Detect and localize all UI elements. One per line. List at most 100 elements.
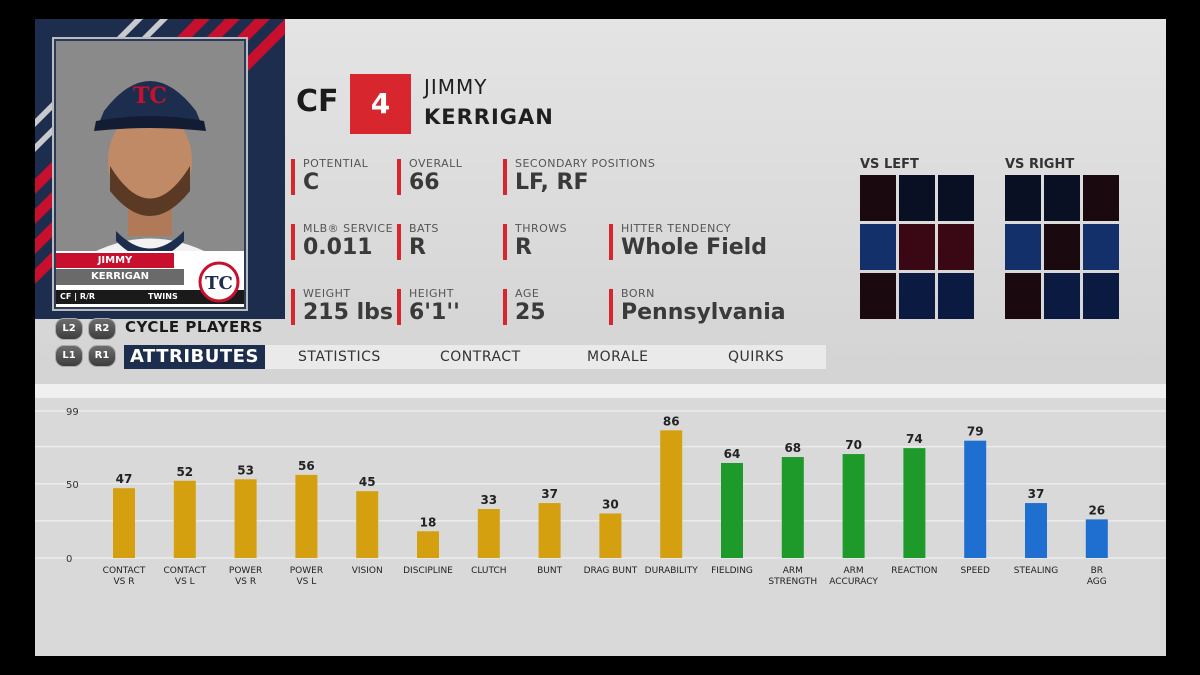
vs-right-zone-7 <box>1005 273 1041 319</box>
tab-morale[interactable]: MORALE <box>587 349 649 365</box>
category-label: POWER <box>290 566 323 576</box>
l2-button[interactable]: L2 <box>55 318 83 340</box>
nameplate-first-name: JIMMY <box>56 253 174 268</box>
bar-value-label: 45 <box>359 475 376 489</box>
hot-zone-grid-vs-left <box>860 175 974 319</box>
vs-right-zone-2 <box>1044 175 1080 221</box>
bar-value-label: 18 <box>420 515 437 529</box>
bar-value-label: 52 <box>176 465 193 479</box>
bar-value-label: 70 <box>845 438 862 452</box>
bar-value-label: 86 <box>663 414 680 428</box>
stat-height: HEIGHT 6'1'' <box>397 287 460 325</box>
bar-15 <box>1025 503 1047 558</box>
nameplate-position-bats: CF | R/R <box>60 292 96 301</box>
tab-statistics[interactable]: STATISTICS <box>298 349 381 365</box>
twins-logo-icon: TC <box>198 261 240 303</box>
bar-3 <box>295 474 318 558</box>
vs-left-zone-7 <box>860 273 896 319</box>
vs-right-zone-8 <box>1044 273 1080 319</box>
stat-throws: THROWS R <box>503 222 567 260</box>
category-label: STRENGTH <box>768 577 817 587</box>
player-last-name: KERRIGAN <box>424 105 554 129</box>
category-label: POWER <box>229 566 262 576</box>
category-label: VS L <box>297 577 317 587</box>
category-label: CONTACT <box>163 566 206 576</box>
stat-bats: BATS R <box>397 222 439 260</box>
stat-age: AGE 25 <box>503 287 546 325</box>
vs-right-zone-3 <box>1083 175 1119 221</box>
stat-overall: OVERALL 66 <box>397 157 462 195</box>
bar-12 <box>842 454 865 558</box>
category-label: DURABILITY <box>645 566 699 576</box>
bar-value-label: 37 <box>1028 487 1045 501</box>
category-label: DRAG BUNT <box>584 566 638 576</box>
vs-right-zone-4 <box>1005 224 1041 270</box>
tab-quirks[interactable]: QUIRKS <box>728 349 785 365</box>
vs-left-zone-4 <box>860 224 896 270</box>
player-portrait: TC JIMMY KERRIGAN CF | R/R TWINS TC <box>54 39 246 309</box>
bar-11 <box>781 457 804 558</box>
vs-left-zone-9 <box>938 273 974 319</box>
bar-9 <box>660 430 683 558</box>
tab-attributes[interactable]: ATTRIBUTES <box>124 345 265 369</box>
bar-value-label: 33 <box>480 493 497 507</box>
vs-right-zone-9 <box>1083 273 1119 319</box>
tab-bar: ATTRIBUTES STATISTICS CONTRACT MORALE QU… <box>124 345 826 369</box>
bar-7 <box>538 503 561 558</box>
chart-top-band <box>35 384 1166 398</box>
stat-mlb-service: MLB® SERVICE 0.011 <box>291 222 393 260</box>
nameplate-last-name: KERRIGAN <box>56 269 184 285</box>
category-label: ARM <box>783 566 803 576</box>
category-label: REACTION <box>891 566 937 576</box>
vs-left-zone-5 <box>899 224 935 270</box>
category-label: VISION <box>352 566 383 576</box>
y-tick-label: 0 <box>66 554 72 565</box>
category-label: VS R <box>235 577 256 587</box>
r1-button[interactable]: R1 <box>88 345 116 367</box>
bar-5 <box>417 531 439 558</box>
attributes-chart-panel: 99 50 0 47 CONTACT VS R 52 CONTACT VS L 53 POWER VS… <box>35 384 1166 656</box>
vs-right-zone-5 <box>1044 224 1080 270</box>
bar-10 <box>721 462 743 558</box>
category-label: BUNT <box>537 566 562 576</box>
vs-left-label: VS LEFT <box>860 157 919 172</box>
bar-16 <box>1085 519 1108 558</box>
bar-0 <box>113 488 135 558</box>
vs-left-zone-3 <box>938 175 974 221</box>
bar-13 <box>903 448 926 558</box>
category-label: AGG <box>1087 577 1107 587</box>
svg-text:TC: TC <box>133 83 167 109</box>
cycle-players-label: CYCLE PLAYERS <box>125 318 264 336</box>
player-card-screen: TC JIMMY KERRIGAN CF | R/R TWINS TC CF 4… <box>35 19 1166 656</box>
bar-6 <box>477 509 500 558</box>
bar-1 <box>173 480 196 558</box>
bar-value-label: 47 <box>116 472 133 486</box>
nameplate-info-bar: CF | R/R TWINS <box>56 290 244 304</box>
tab-contract[interactable]: CONTRACT <box>440 349 521 365</box>
y-tick-label: 99 <box>66 407 79 418</box>
bar-value-label: 37 <box>541 487 558 501</box>
l1-button[interactable]: L1 <box>55 345 83 367</box>
bar-value-label: 53 <box>237 463 254 477</box>
bar-8 <box>599 513 622 558</box>
player-position: CF <box>296 84 339 119</box>
r2-button[interactable]: R2 <box>88 318 116 340</box>
category-label: VS L <box>175 577 195 587</box>
category-label: FIELDING <box>711 566 753 576</box>
stat-born: BORN Pennsylvania <box>609 287 786 325</box>
category-label: DISCIPLINE <box>403 566 453 576</box>
category-label: ACCURACY <box>829 577 878 587</box>
vs-left-zone-8 <box>899 273 935 319</box>
svg-text:TC: TC <box>205 273 233 294</box>
vs-left-zone-1 <box>860 175 896 221</box>
stat-potential: POTENTIAL C <box>291 157 368 195</box>
bar-value-label: 74 <box>906 432 923 446</box>
bar-value-label: 30 <box>602 497 619 511</box>
stat-hitter-tendency: HITTER TENDENCY Whole Field <box>609 222 767 260</box>
y-tick-label: 50 <box>66 480 79 491</box>
stat-secondary-positions: SECONDARY POSITIONS LF, RF <box>503 157 655 195</box>
category-label: CLUTCH <box>471 566 506 576</box>
category-label: VS R <box>114 577 135 587</box>
bar-value-label: 68 <box>784 441 801 455</box>
